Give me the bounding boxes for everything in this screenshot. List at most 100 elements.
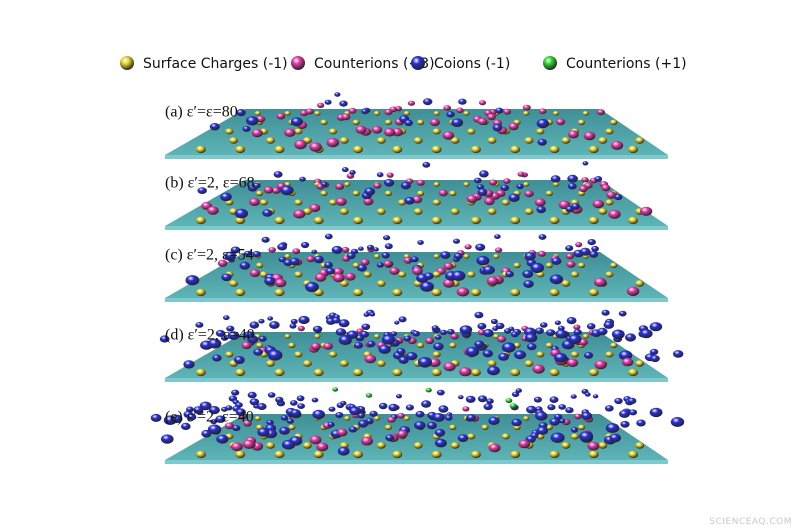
particle: [554, 352, 568, 363]
particle: [435, 335, 442, 340]
particle: [369, 410, 378, 417]
particle: [284, 128, 296, 137]
particle: [477, 117, 488, 126]
particle: [605, 128, 614, 135]
particle: [234, 356, 245, 364]
particle: [232, 425, 241, 432]
plate-edge: [165, 155, 668, 159]
particle: [252, 182, 261, 189]
particle: [581, 411, 593, 420]
particle: [384, 243, 393, 250]
particle: [483, 403, 493, 411]
particle: [495, 322, 505, 330]
particle: [565, 245, 574, 252]
particle: [429, 118, 440, 127]
particle: [267, 316, 274, 321]
particle: [301, 241, 310, 249]
particle: [559, 418, 566, 424]
particle: [433, 253, 440, 259]
particle: [369, 312, 376, 317]
particle: [577, 119, 586, 126]
particle: [249, 398, 260, 406]
particle: [459, 325, 473, 335]
particle: [388, 403, 399, 412]
particle: [324, 99, 332, 105]
particle: [592, 394, 599, 399]
particle: [360, 259, 370, 266]
particle: [384, 119, 392, 126]
particle: [313, 216, 324, 225]
particle: [357, 264, 367, 272]
particle: [523, 416, 530, 421]
particle: [536, 128, 545, 135]
particle: [363, 197, 374, 206]
particle: [294, 139, 307, 150]
particle: [458, 395, 464, 400]
particle: [447, 328, 455, 335]
particle: [366, 244, 375, 251]
particle: [604, 405, 614, 412]
particle: [549, 145, 560, 154]
particle: [523, 280, 534, 288]
particle: [609, 433, 621, 443]
particle: [524, 333, 538, 343]
legend-label: Coions (-1): [434, 56, 510, 72]
particle: [423, 98, 433, 106]
particle: [243, 420, 252, 427]
particle: [197, 187, 207, 195]
particle: [311, 249, 318, 254]
particle: [235, 368, 246, 377]
particle: [373, 182, 382, 189]
particle: [453, 238, 460, 244]
particle: [481, 424, 489, 430]
particle: [417, 119, 425, 126]
particle: [353, 342, 364, 349]
particle: [477, 322, 487, 330]
particle: [588, 450, 599, 459]
particle: [610, 119, 618, 126]
particle: [281, 439, 296, 450]
particle: [273, 171, 283, 178]
particle: [524, 252, 536, 261]
particle: [587, 239, 596, 246]
particle: [249, 198, 260, 206]
watermark: SCIENCEAQ.COM: [709, 517, 792, 527]
particle: [498, 352, 509, 361]
particle: [353, 450, 363, 459]
particle: [215, 329, 226, 337]
particle: [552, 111, 560, 116]
particle: [417, 190, 425, 196]
particle: [561, 137, 571, 144]
particle: [299, 176, 306, 182]
particle: [266, 360, 275, 367]
particle: [298, 315, 310, 325]
particle: [581, 177, 589, 183]
particle: [470, 288, 481, 297]
particle: [515, 388, 522, 393]
particle: [256, 262, 264, 268]
particle: [335, 328, 347, 336]
particle: [619, 409, 630, 418]
particle: [229, 280, 239, 287]
particle: [605, 271, 614, 278]
particle: [339, 280, 349, 287]
particle: [504, 328, 512, 334]
panel: (d) ε′=2, ε=40: [159, 309, 684, 382]
particle: [535, 411, 548, 421]
particle: [381, 252, 390, 259]
particle: [284, 182, 291, 187]
panel: (e) ε′=2, ε=40: [150, 387, 685, 464]
particle: [503, 178, 511, 184]
particle: [229, 137, 239, 144]
particle: [601, 309, 610, 316]
particle: [649, 407, 663, 418]
particle: [546, 329, 556, 336]
particle: [570, 271, 580, 278]
panel-label: (c) ε′=2, ε=54: [165, 247, 254, 264]
particle: [628, 450, 639, 459]
particle: [596, 109, 606, 116]
particle: [335, 197, 347, 206]
particle: [254, 416, 261, 421]
particle: [597, 327, 608, 336]
particle: [294, 128, 303, 135]
